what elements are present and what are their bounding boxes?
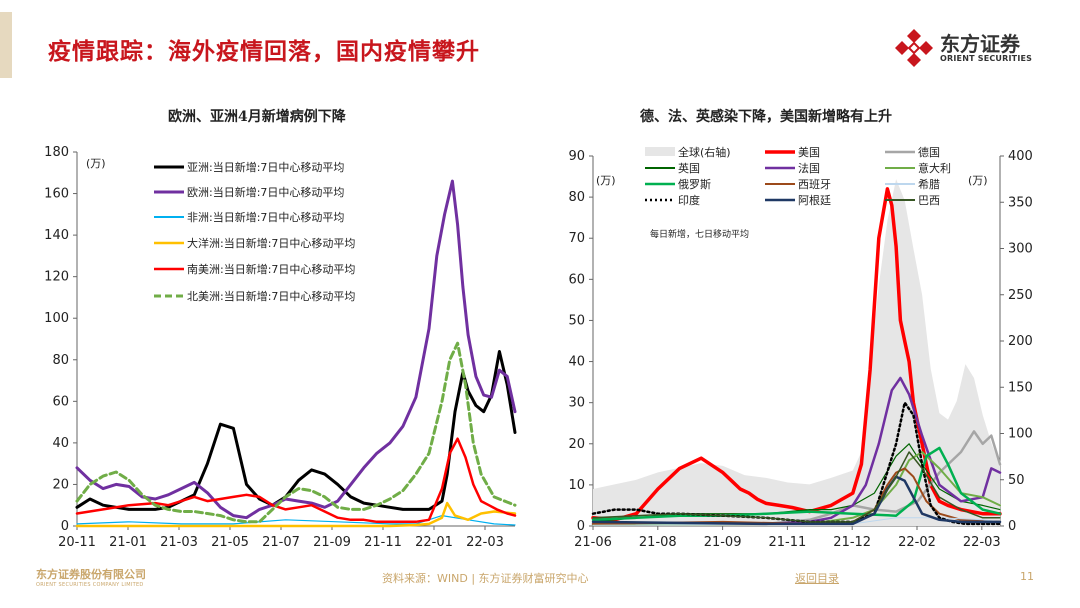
- accent-bar: [0, 12, 12, 78]
- legend-label: 希腊: [918, 177, 940, 191]
- legend-label: 印度: [678, 193, 700, 207]
- orient-logo-icon: [895, 29, 933, 67]
- legend-label: 南美洲:当日新增:7日中心移动平均: [187, 262, 355, 276]
- legend-label: 全球(右轴): [678, 145, 731, 159]
- y-tick-label: 40: [52, 436, 69, 451]
- legend-label: 俄罗斯: [678, 178, 711, 191]
- legend-label: 德国: [918, 145, 940, 159]
- x-tick-label: 21-08: [639, 535, 677, 550]
- x-tick-label: 21-12: [833, 535, 871, 550]
- y-tick-label: 100: [44, 311, 69, 326]
- series-line-5: [592, 451, 1001, 526]
- y-tick-label: 80: [52, 353, 69, 368]
- chart-annotation: 每日新增，七日移动平均: [650, 228, 749, 240]
- left-chart-title: 欧洲、亚洲4月新增病例下降: [168, 109, 346, 125]
- series-line-3: [592, 443, 1001, 523]
- series-line-11: [592, 451, 1001, 523]
- y-tick-label: 80: [568, 190, 585, 205]
- x-tick-label: 21-06: [574, 535, 612, 550]
- page-number: 11: [1020, 570, 1034, 583]
- series-line-1: [75, 179, 517, 520]
- y2-tick-label: 0: [1008, 519, 1016, 534]
- series-line-3: [75, 501, 517, 528]
- y-tick-label: 140: [44, 228, 69, 243]
- footer-company-cn: 东方证券股份有限公司: [36, 568, 146, 581]
- y2-tick-label: 350: [1008, 195, 1033, 210]
- right-chart-title: 德、法、英感染下降，美国新增略有上升: [640, 109, 892, 125]
- legend-swatch: [645, 147, 675, 156]
- y2-tick-label: 300: [1008, 242, 1033, 257]
- footer-source: 资料来源：WIND | 东方证券财富研究中心: [382, 572, 589, 585]
- y-tick-label: 120: [44, 270, 69, 285]
- legend-label: 英国: [678, 161, 700, 175]
- series-line-2: [76, 515, 516, 526]
- back-to-contents-link[interactable]: 返回目录: [795, 572, 839, 585]
- y-tick-label: 160: [44, 187, 69, 202]
- y-tick-label: 30: [568, 396, 585, 411]
- series-line-10: [591, 475, 1002, 526]
- y2-tick-label: 400: [1008, 149, 1033, 164]
- logo-text-cn: 东方证券: [940, 32, 1020, 56]
- logo-text-en: ORIENT SECURITIES: [940, 54, 1033, 63]
- series-line-4: [75, 437, 517, 524]
- x-tick-label: 21-03: [160, 535, 198, 550]
- legend-label: 非洲:当日新增:7日中心移动平均: [187, 210, 344, 224]
- right-unit-left: (万): [596, 174, 616, 187]
- legend-label: 美国: [798, 146, 820, 159]
- x-tick-label: 22-03: [466, 535, 504, 550]
- y-tick-label: 40: [568, 355, 585, 370]
- slide-title: 疫情跟踪：海外疫情回落，国内疫情攀升: [48, 38, 480, 65]
- series-line-5: [75, 341, 517, 524]
- footer-company-en: ORIENT SECURITIES COMPANY LIMITED: [36, 582, 144, 588]
- brand-logo: 东方证券 ORIENT SECURITIES: [892, 26, 1052, 70]
- x-tick-label: 21-11: [364, 535, 402, 550]
- y2-tick-label: 100: [1008, 427, 1033, 442]
- left-chart: 0 20 40 60 80 100 120 140 160 180 20-11 21-01 21-03 2…: [44, 145, 517, 550]
- y-tick-label: 60: [568, 272, 585, 287]
- legend-label: 法国: [798, 161, 820, 175]
- left-unit-label: (万): [86, 157, 106, 170]
- y2-tick-label: 250: [1008, 288, 1033, 303]
- x-tick-label: 21-05: [211, 535, 249, 550]
- x-tick-label: 20-11: [58, 535, 96, 550]
- y-tick-label: 180: [44, 145, 69, 160]
- x-tick-label: 21-09: [313, 535, 351, 550]
- y-tick-label: 0: [61, 519, 69, 534]
- legend-label: 意大利: [918, 161, 951, 175]
- y-tick-label: 20: [52, 477, 69, 492]
- y-tick-label: 70: [568, 231, 585, 246]
- legend-label: 大洋洲:当日新增:7日中心移动平均: [187, 236, 355, 250]
- legend-label: 欧洲:当日新增:7日中心移动平均: [187, 185, 344, 199]
- y-tick-label: 50: [568, 313, 585, 328]
- x-tick-label: 21-09: [704, 535, 742, 550]
- y-tick-label: 10: [568, 478, 585, 493]
- x-tick-label: 21-07: [262, 535, 300, 550]
- y-tick-label: 90: [568, 149, 585, 164]
- y2-tick-label: 150: [1008, 380, 1033, 395]
- series-line-6: [591, 446, 1002, 522]
- y-tick-label: 0: [577, 519, 585, 534]
- y2-tick-label: 50: [1008, 473, 1025, 488]
- x-tick-label: 21-01: [109, 535, 147, 550]
- x-tick-label: 22-01: [415, 535, 453, 550]
- legend-label: 西班牙: [798, 178, 831, 191]
- footer-company: 东方证券股份有限公司 ORIENT SECURITIES COMPANY LIM…: [36, 566, 166, 588]
- x-tick-label: 22-02: [898, 535, 936, 550]
- x-tick-label: 21-11: [769, 535, 807, 550]
- y-tick-label: 20: [568, 437, 585, 452]
- legend-label: 巴西: [918, 194, 940, 207]
- series-line-4: [591, 376, 1002, 526]
- right-chart: 0 10 20 30 40 50 60 70 80 90 0 50 100 150 200 250 300 350…: [568, 145, 1033, 550]
- x-tick-label: 22-03: [963, 535, 1001, 550]
- y-tick-label: 60: [52, 394, 69, 409]
- series-line-0: [75, 350, 517, 511]
- legend-label: 阿根廷: [798, 193, 831, 207]
- y2-tick-label: 200: [1008, 334, 1033, 349]
- legend-label: 亚洲:当日新增:7日中心移动平均: [187, 160, 344, 174]
- legend-label: 北美洲:当日新增:7日中心移动平均: [187, 289, 355, 303]
- right-unit-right: (万): [968, 174, 988, 187]
- series-line-1: [591, 187, 1002, 522]
